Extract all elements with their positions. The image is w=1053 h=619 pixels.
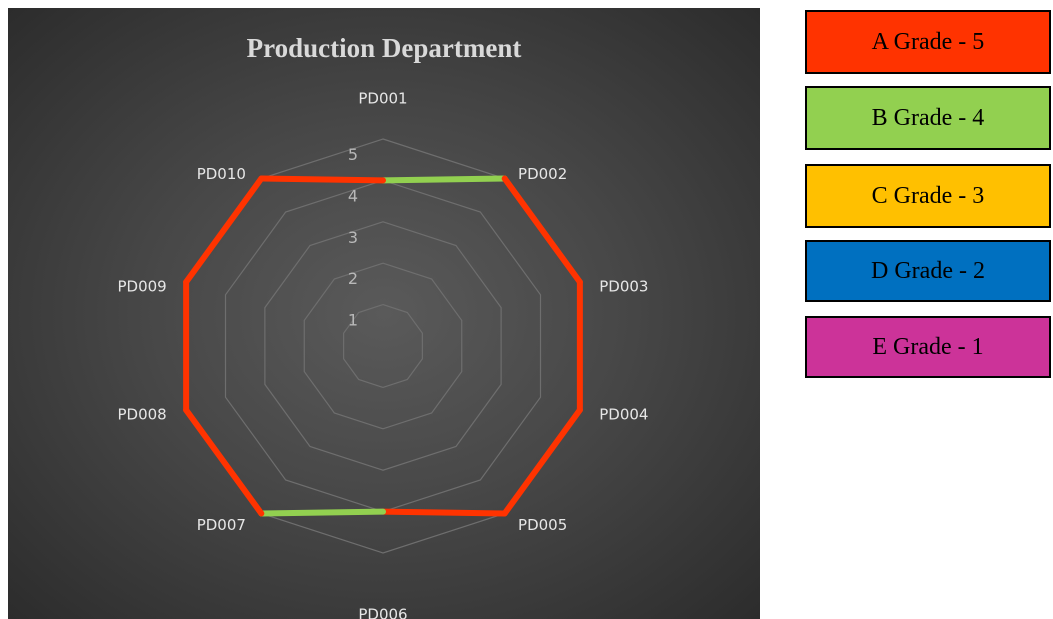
tick-label: 2 <box>348 269 358 288</box>
grid-ring-1 <box>343 303 423 389</box>
series-segment-PD005 <box>380 508 508 517</box>
legend-item: B Grade - 4 <box>805 86 1051 150</box>
radial-tick-labels: 1 2 3 4 5 <box>348 145 358 330</box>
category-label-PD003: PD003 <box>599 278 648 296</box>
category-label-PD007: PD007 <box>197 516 246 534</box>
radar-series <box>183 175 583 517</box>
category-label-PD001: PD001 <box>358 90 407 108</box>
category-label-PD009: PD009 <box>118 278 167 296</box>
series-segment-PD007 <box>183 406 265 517</box>
category-label-PD002: PD002 <box>518 165 567 183</box>
legend-item: A Grade - 5 <box>805 10 1051 74</box>
legend-item: E Grade - 1 <box>805 316 1051 378</box>
series-segment-PD001 <box>380 175 508 184</box>
series-segment-PD002 <box>501 175 583 286</box>
tick-label: 4 <box>348 186 358 205</box>
chart-title: Production Department <box>246 33 522 63</box>
series-segment-PD009 <box>183 175 265 286</box>
category-label-PD008: PD008 <box>118 405 167 423</box>
tick-label: 5 <box>348 145 358 164</box>
grade-legend: A Grade - 5 B Grade - 4 C Grade - 3 D Grade… <box>805 10 1051 380</box>
grid-ring-3 <box>264 221 502 471</box>
grid-ring-4 <box>224 179 542 513</box>
series-segment-PD004 <box>501 406 583 517</box>
series-segment-PD006 <box>258 508 386 517</box>
legend-item: C Grade - 3 <box>805 164 1051 228</box>
category-labels: PD001 PD002 PD003 PD004 PD005 PD006 PD007 PD008… <box>118 90 649 619</box>
category-label-PD010: PD010 <box>197 165 246 183</box>
tick-label: 1 <box>348 311 358 330</box>
series-segment-PD010 <box>258 175 386 184</box>
tick-label: 3 <box>348 228 358 247</box>
legend-item: D Grade - 2 <box>805 240 1051 302</box>
grid-ring-2 <box>303 262 463 430</box>
category-label-PD006: PD006 <box>358 606 407 619</box>
category-label-PD004: PD004 <box>599 405 648 423</box>
category-label-PD005: PD005 <box>518 516 567 534</box>
